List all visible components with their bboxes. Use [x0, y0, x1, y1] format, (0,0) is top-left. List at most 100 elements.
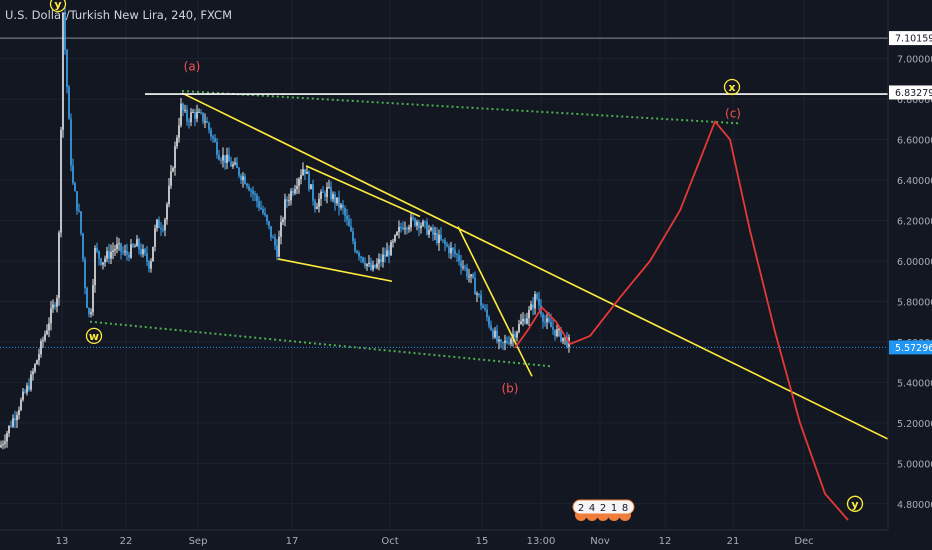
- candle-body: [12, 418, 14, 427]
- candle-body: [476, 293, 478, 295]
- trend-lines[interactable]: [89, 90, 889, 440]
- candle-body: [92, 285, 94, 313]
- price-tick-label: 6.00000: [897, 257, 932, 268]
- candle-body: [106, 250, 108, 259]
- badge-digit: 8: [622, 503, 628, 514]
- price-label-text: 7.10159: [895, 34, 932, 45]
- candle-body: [212, 136, 214, 139]
- price-tick-label: 6.80000: [897, 95, 932, 106]
- candle-body: [266, 215, 268, 222]
- candle-body: [382, 254, 384, 262]
- candle-body: [102, 262, 104, 265]
- candle-body: [352, 231, 354, 242]
- candle-body: [30, 374, 32, 390]
- candle-body: [336, 197, 338, 204]
- candle-body: [490, 325, 492, 330]
- candle-body: [254, 193, 256, 196]
- candle-body: [140, 249, 142, 255]
- candle-body: [130, 244, 132, 258]
- candle-body: [424, 221, 426, 223]
- candle-body: [566, 337, 568, 347]
- candle-body: [518, 324, 520, 332]
- candle-body: [122, 251, 124, 253]
- candle-body: [388, 250, 390, 256]
- candle-body: [108, 250, 110, 259]
- candle-body: [160, 227, 162, 230]
- candle-body: [448, 246, 450, 254]
- candle-body: [176, 137, 178, 147]
- candle-body: [524, 318, 526, 324]
- candle-body: [262, 208, 264, 214]
- candle-body: [224, 155, 226, 163]
- candle-body: [350, 226, 352, 232]
- candle-body: [158, 219, 160, 228]
- badge-digit: 2: [578, 503, 584, 514]
- candle-body: [374, 264, 376, 268]
- candle-body: [220, 159, 222, 161]
- projection-path[interactable]: [514, 120, 849, 521]
- badge-digit: 2: [600, 503, 606, 514]
- candle-body: [118, 243, 120, 245]
- candle-body: [268, 221, 270, 227]
- candle-body: [248, 186, 250, 191]
- candle-body: [542, 314, 544, 322]
- time-axis[interactable]: [0, 530, 888, 550]
- time-tick-label: Oct: [381, 536, 398, 547]
- candle-body: [6, 433, 8, 442]
- candle-body: [28, 385, 30, 390]
- candle-body: [96, 247, 98, 252]
- candle-body: [128, 254, 130, 258]
- time-tick-label: Nov: [590, 536, 610, 547]
- candle-body: [164, 219, 166, 231]
- candle-body: [68, 87, 70, 120]
- candle-body: [360, 256, 362, 258]
- candle-body: [112, 250, 114, 252]
- price-tick-label: 6.60000: [897, 136, 932, 147]
- candle-body: [246, 183, 248, 187]
- candle-body: [70, 119, 72, 166]
- wave-label: (a): [184, 60, 201, 74]
- candle-body: [132, 244, 134, 247]
- candle-body: [166, 204, 168, 220]
- candle-body: [290, 191, 292, 201]
- time-axis-labels: 13 22 Sep 17 Oct 15 13:00 Nov 12 21 Dec: [56, 536, 814, 547]
- candle-body: [282, 219, 284, 222]
- wave-label: (c): [725, 106, 741, 120]
- candle-body: [398, 227, 400, 233]
- candle-body: [296, 186, 298, 190]
- candle-body: [300, 175, 302, 180]
- candle-body: [32, 371, 34, 375]
- grid-lines: [0, 0, 888, 530]
- candle-body: [506, 340, 508, 343]
- candle-body: [194, 111, 196, 119]
- price-tick-label: 5.00000: [897, 459, 932, 470]
- candle-body: [80, 211, 82, 234]
- candle-body: [516, 331, 518, 338]
- candle-body: [500, 339, 502, 342]
- candle-body: [280, 221, 282, 237]
- candle-body: [386, 250, 388, 257]
- candle-body: [444, 240, 446, 245]
- candle-body: [508, 342, 510, 344]
- candle-body: [528, 309, 530, 319]
- candle-body: [428, 230, 430, 235]
- candle-body: [172, 167, 174, 172]
- price-tick-label: 4.80000: [897, 500, 932, 511]
- candle-body: [124, 251, 126, 253]
- candle-body: [552, 327, 554, 330]
- candle-body: [196, 112, 198, 119]
- candle-body: [178, 125, 180, 138]
- candle-body: [414, 218, 416, 226]
- candle-body: [22, 391, 24, 400]
- candle-body: [250, 190, 252, 192]
- candle-body: [174, 146, 176, 168]
- candle-body: [436, 233, 438, 243]
- time-tick-label: 13:00: [527, 536, 556, 547]
- price-label-box: [889, 31, 932, 46]
- candle-body: [38, 354, 40, 361]
- candle-body: [60, 129, 62, 233]
- candle-body: [538, 298, 540, 306]
